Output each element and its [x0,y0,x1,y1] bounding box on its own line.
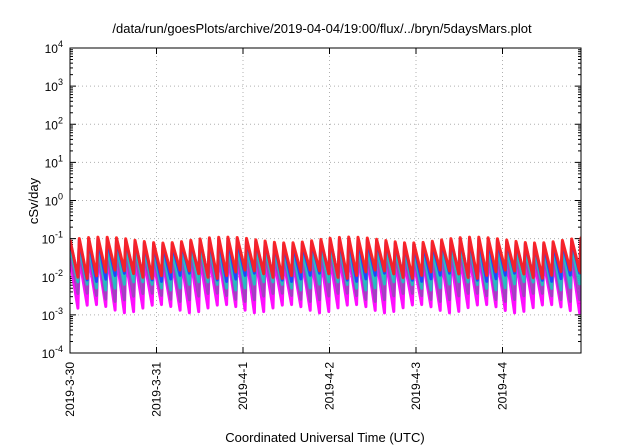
y-tick-label: 100 [45,192,63,209]
y-axis-label: cSv/day [26,177,41,224]
y-tick-labels: 104 103 102 101 100 10-1 10-2 10-3 10-4 [42,39,63,361]
y-tick-label: 10-3 [42,306,63,323]
y-tick-label: 104 [45,39,63,56]
x-axis-label: Coordinated Universal Time (UTC) [225,430,424,445]
x-tick-label: 2019-3-30 [63,362,77,417]
chart-title: /data/run/goesPlots/archive/2019-04-04/1… [112,21,532,36]
y-tick-label: 103 [45,77,63,94]
x-tick-label: 2019-4-2 [323,362,337,410]
y-tick-label: 10-2 [42,268,63,285]
series-line [70,235,581,280]
x-tick-label: 2019-3-31 [150,362,164,417]
x-tick-label: 2019-4-3 [409,362,423,410]
series-group [70,235,581,315]
x-tick-label: 2019-4-4 [496,362,510,410]
y-tick-label: 101 [45,153,63,170]
x-tick-labels: 2019-3-30 2019-3-31 2019-4-1 2019-4-2 2019-4… [63,362,510,417]
y-tick-label: 102 [45,115,63,132]
plot-frame [69,47,582,354]
y-tick-label: 10-4 [42,344,63,361]
x-tick-label: 2019-4-1 [236,362,250,410]
y-tick-label: 10-1 [42,230,63,247]
